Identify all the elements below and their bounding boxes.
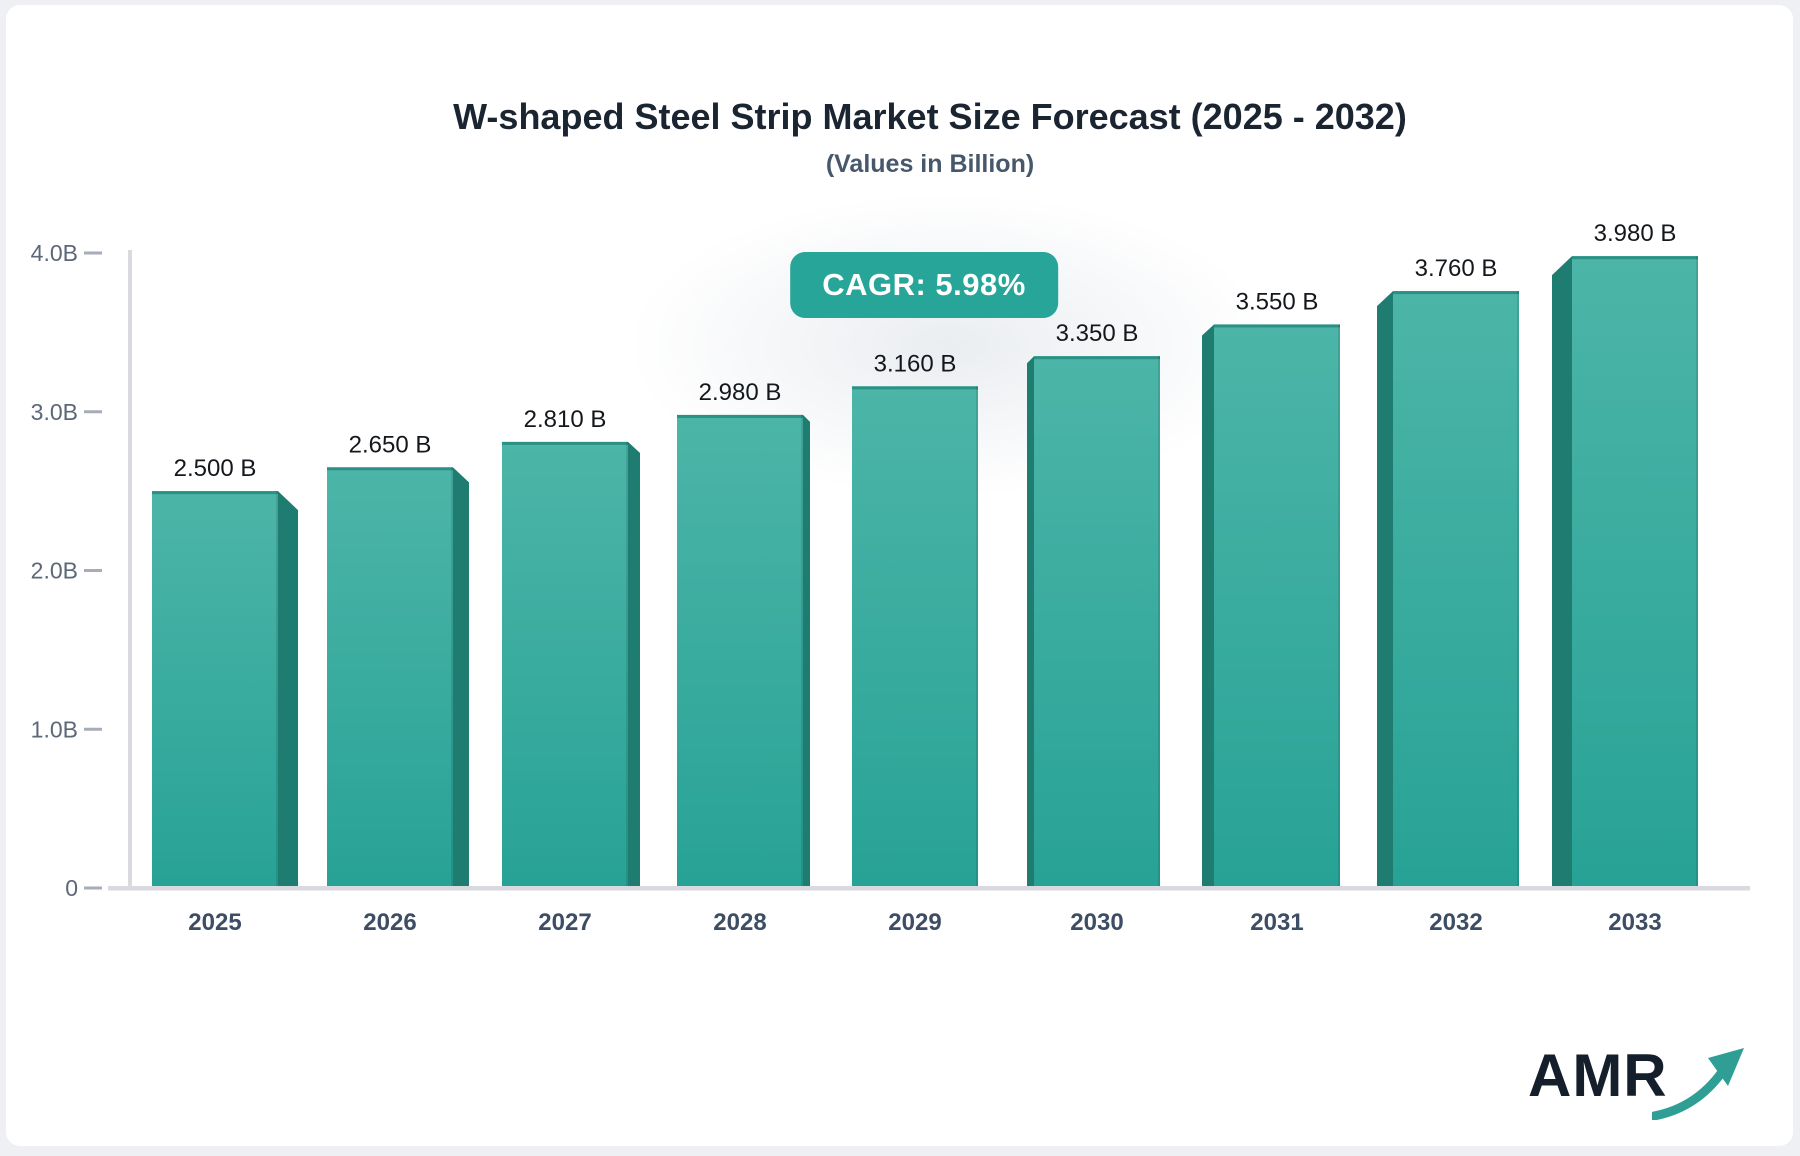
bar-value-label: 3.160 B [874,350,957,377]
y-axis-label: 4.0B [31,240,78,266]
bar-edge-shade-2033 [1696,256,1698,888]
bar-2026 [327,467,453,888]
bar-top-edge-2027 [502,441,628,445]
bar-2025 [152,491,278,888]
y-axis-tick [84,251,102,255]
bar-top-edge-2026 [327,467,453,471]
x-axis-label: 2031 [1250,909,1303,936]
x-axis-label: 2027 [538,909,591,936]
x-axis-label: 2026 [363,909,416,936]
bar-side-2026 [453,467,469,888]
bar-2029 [852,386,978,888]
bar-edge-shade-2031 [1338,324,1340,888]
x-axis-label: 2029 [888,909,941,936]
bar-top-edge-2029 [852,386,978,390]
bar-edge-shade-2030 [1158,356,1160,888]
bar-value-label: 3.350 B [1056,320,1139,347]
bar-top-edge-2030 [1034,356,1160,360]
bar-2028 [677,414,803,888]
bar-side-2032 [1377,291,1393,889]
bar-edge-shade-2025 [276,491,278,888]
y-axis-tick [84,569,102,572]
growth-arrow-icon [1651,1048,1744,1120]
y-axis-tick [84,727,102,731]
y-axis-tick [84,410,102,414]
amr-logo: AMR [1528,1046,1748,1120]
bar-side-2025 [278,491,298,888]
bar-side-2031 [1202,324,1214,888]
bar-2033 [1572,256,1698,888]
y-axis-label: 1.0B [31,716,78,742]
amr-logo-text: AMR [1528,1042,1668,1109]
x-axis-baseline [108,886,1750,891]
cagr-badge: CAGR: 5.98% [790,252,1058,318]
x-axis-label: 2025 [188,909,241,936]
chart-title: W-shaped Steel Strip Market Size Forecas… [453,96,1407,137]
bar-value-label: 2.500 B [174,455,257,482]
bar-2027 [502,441,628,888]
bar-top-edge-2032 [1393,291,1519,295]
bar-top-edge-2028 [677,414,803,418]
bar-value-label: 2.980 B [699,379,782,406]
y-axis-tick [84,886,102,890]
bar-edge-shade-2029 [976,386,978,888]
bar-side-2030 [1027,356,1034,888]
chart-subtitle: (Values in Billion) [825,150,1035,178]
bar-side-2033 [1552,256,1572,888]
bar-value-label: 3.760 B [1415,255,1498,282]
bar-top-edge-2031 [1214,324,1340,328]
bar-value-label: 3.550 B [1236,288,1319,315]
y-axis-line [128,250,132,888]
x-axis-label: 2028 [713,909,766,936]
x-axis-label: 2030 [1070,909,1123,936]
bar-top-edge-2033 [1572,256,1698,260]
bar-edge-shade-2026 [451,467,453,888]
bar-side-2028 [803,414,810,888]
x-axis-label: 2033 [1608,909,1661,936]
x-axis-label: 2032 [1429,909,1482,936]
bar-2031 [1214,324,1340,888]
bar-value-label: 2.650 B [349,431,432,458]
bar-2030 [1034,356,1160,888]
bar-side-2027 [628,441,640,888]
bar-value-label: 2.810 B [524,406,607,433]
y-axis-label: 2.0B [31,558,78,584]
bar-edge-shade-2032 [1517,291,1519,889]
bar-edge-shade-2027 [626,441,628,888]
y-axis-label: 3.0B [31,399,78,425]
bar-2032 [1393,291,1519,889]
bar-edge-shade-2028 [801,414,803,888]
bar-value-label: 3.980 B [1594,220,1677,247]
y-axis-label: 0 [65,875,78,901]
bar-top-edge-2025 [152,491,278,495]
